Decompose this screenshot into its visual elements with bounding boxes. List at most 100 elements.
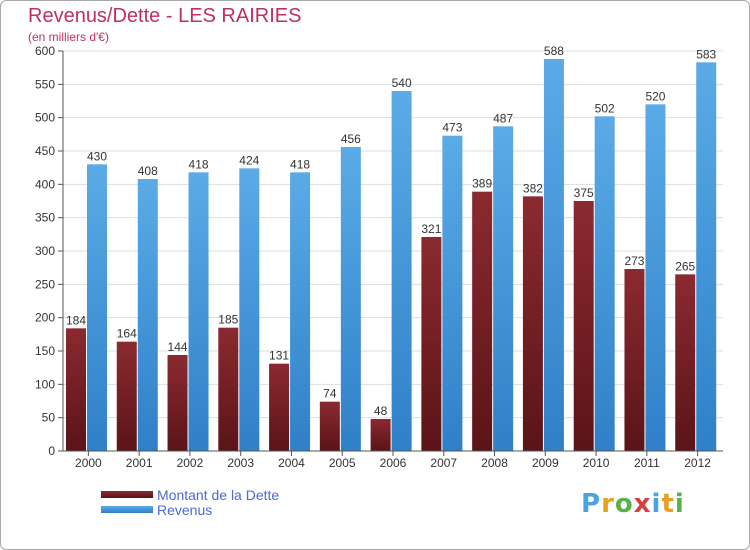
bar-debt-2006	[370, 419, 391, 451]
y-tick-label: 50	[42, 411, 56, 425]
x-tick-label-2001: 2001	[126, 456, 153, 470]
y-tick-label: 100	[35, 377, 55, 391]
data-label-debt-2010: 375	[574, 186, 594, 200]
bar-debt-2001	[116, 341, 137, 451]
bar-debt-2010	[573, 201, 594, 451]
legend-item-debt: Montant de la Dette	[101, 486, 280, 503]
bar-revenue-2004	[290, 172, 311, 452]
x-tick-label-2004: 2004	[278, 456, 305, 470]
bar-revenue-2000	[87, 164, 107, 452]
data-label-revenue-2006: 540	[392, 76, 412, 90]
legend-item-revenue: Revenus	[101, 501, 279, 518]
bar-revenue-2010	[594, 116, 615, 451]
bar-revenue-2003	[239, 168, 260, 452]
data-label-debt-2003: 185	[218, 313, 238, 327]
axes: 0 50 100 150 200 250 300 350 400 450 500 550 600 2000…	[35, 44, 723, 470]
y-tick-label: 0	[48, 444, 55, 458]
data-label-revenue-2005: 456	[341, 132, 361, 146]
logo-letter: P	[581, 489, 602, 519]
data-label-debt-2007: 321	[421, 222, 441, 236]
data-label-revenue-2009: 588	[544, 44, 564, 58]
data-label-debt-2005: 74	[323, 387, 337, 401]
legend-swatch-revenue	[101, 506, 153, 513]
x-tick-label-2012: 2012	[684, 456, 711, 470]
y-tick-label: 250	[35, 277, 55, 291]
data-label-revenue-2011: 520	[645, 89, 665, 103]
data-label-revenue-2008: 487	[493, 111, 513, 125]
bars	[66, 59, 717, 452]
bar-debt-2000	[66, 328, 86, 451]
data-label-revenue-2004: 418	[290, 157, 310, 171]
bar-debt-2008	[472, 191, 493, 451]
bar-revenue-2009	[543, 59, 564, 451]
y-tick-label: 500	[35, 111, 55, 125]
x-tick-label-2006: 2006	[380, 456, 407, 470]
logo-letter: i	[651, 489, 662, 519]
bar-revenue-2011	[645, 104, 666, 451]
bar-debt-2003	[218, 327, 239, 451]
logo-letter: o	[614, 489, 634, 519]
bar-revenue-2007	[442, 135, 463, 451]
bar-debt-2011	[624, 269, 645, 451]
y-tick-label: 450	[35, 144, 55, 158]
x-tick-label-2000: 2000	[75, 456, 102, 470]
x-tick-label-2007: 2007	[430, 456, 457, 470]
y-tick-label: 550	[35, 77, 55, 91]
data-label-revenue-2007: 473	[442, 121, 462, 135]
bar-debt-2007	[421, 237, 442, 451]
x-tick-label-2010: 2010	[583, 456, 610, 470]
y-tick-label: 350	[35, 211, 55, 225]
data-label-debt-2004: 131	[269, 349, 289, 363]
data-label-debt-2006: 48	[374, 404, 388, 418]
data-label-debt-2000: 184	[66, 313, 86, 327]
x-tick-label-2005: 2005	[329, 456, 356, 470]
x-tick-label-2002: 2002	[177, 456, 204, 470]
logo-letter: x	[633, 489, 652, 519]
legend-label-debt: Montant de la Dette	[157, 486, 280, 503]
bar-revenue-2006	[391, 91, 412, 451]
y-tick-label: 400	[35, 177, 55, 191]
bar-revenue-2005	[340, 147, 361, 451]
chart-subtitle: (en milliers d'€)	[28, 30, 109, 44]
bar-debt-2004	[269, 363, 290, 451]
y-tick-label: 300	[35, 244, 55, 258]
x-tick-label-2009: 2009	[532, 456, 559, 470]
bar-revenue-2001	[137, 179, 158, 451]
logo-letter: t	[661, 489, 675, 519]
legend: Montant de la Dette Revenus	[101, 486, 280, 518]
bar-revenue-2012	[696, 62, 717, 451]
y-tick-label: 200	[35, 311, 55, 325]
bar-debt-2002	[167, 355, 188, 451]
data-label-revenue-2001: 408	[138, 164, 158, 178]
bar-debt-2005	[319, 401, 340, 451]
legend-swatch-debt	[101, 491, 153, 498]
data-label-debt-2012: 265	[675, 259, 695, 273]
data-label-revenue-2010: 502	[595, 101, 615, 115]
bar-debt-2012	[675, 274, 696, 451]
proxiti-logo: Proxiti	[581, 489, 685, 519]
data-label-debt-2011: 273	[624, 254, 644, 268]
data-labels: 184 430 164 408 144 418 185 424 131 418 74 456 48 540…	[66, 44, 717, 418]
data-label-debt-2002: 144	[168, 340, 188, 354]
data-label-debt-2001: 164	[117, 327, 137, 341]
chart-title: Revenus/Dette - LES RAIRIES	[28, 5, 302, 27]
data-label-revenue-2000: 430	[87, 149, 107, 163]
bar-revenue-2008	[493, 126, 514, 451]
data-label-revenue-2003: 424	[239, 153, 259, 167]
data-label-debt-2008: 389	[472, 177, 492, 191]
bar-revenue-2002	[188, 172, 209, 452]
data-label-revenue-2012: 583	[696, 47, 716, 61]
y-tick-label: 600	[35, 44, 55, 58]
data-label-debt-2009: 382	[523, 181, 543, 195]
x-tick-label-2011: 2011	[634, 456, 660, 470]
x-tick-label-2008: 2008	[481, 456, 508, 470]
bar-debt-2009	[522, 196, 543, 451]
logo-letter: r	[601, 489, 615, 519]
y-tick-label: 150	[35, 344, 55, 358]
data-label-revenue-2002: 418	[189, 157, 209, 171]
legend-label-revenue: Revenus	[157, 501, 213, 518]
logo-letter: i	[674, 489, 685, 519]
x-tick-label-2003: 2003	[227, 456, 254, 470]
